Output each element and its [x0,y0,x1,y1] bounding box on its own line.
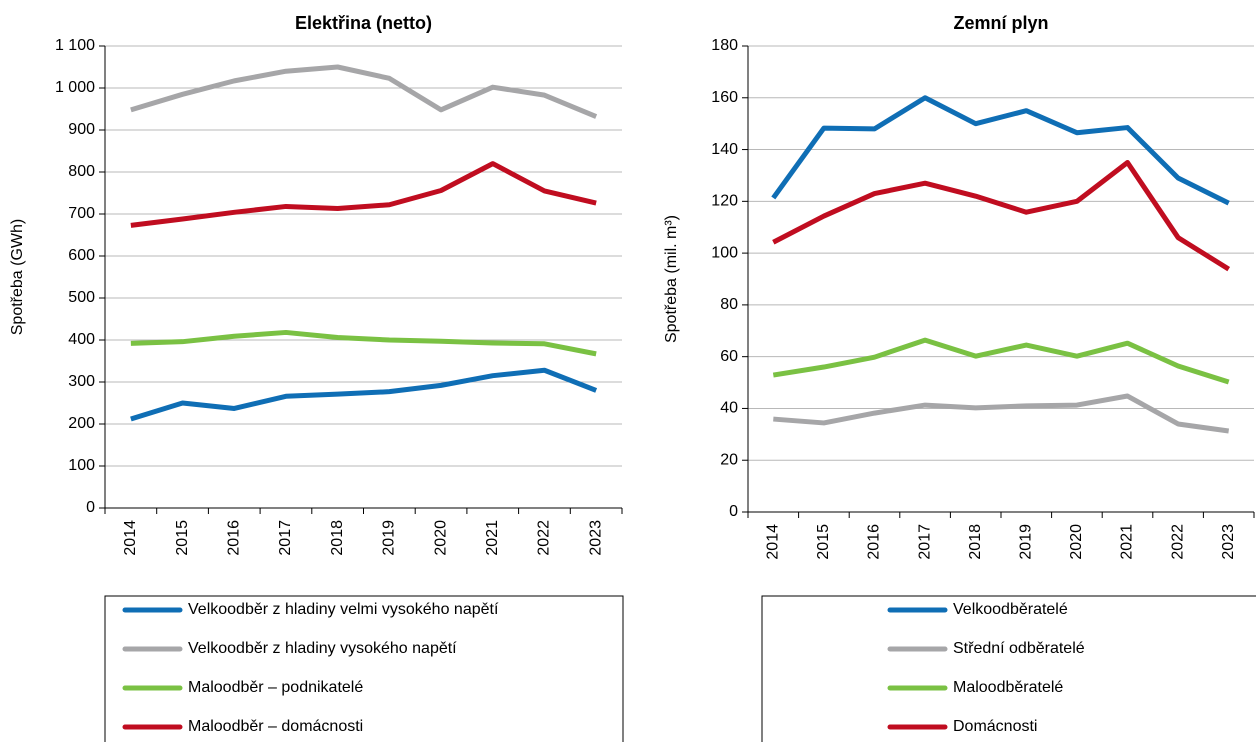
x-tick-label: 2022 [536,520,553,556]
y-tick-label: 600 [68,247,95,264]
y-tick-label: 800 [68,163,95,180]
series-line [130,329,597,357]
y-tick-label: 80 [720,296,738,313]
x-tick-label: 2015 [815,524,832,560]
legend-label: Maloodběr – domácnosti [188,718,363,735]
x-tick-label: 2021 [1119,524,1136,560]
x-tick-label: 2019 [381,520,398,556]
legend-label: Velkoodběr z hladiny velmi vysokého napě… [188,601,499,618]
x-tick-label: 2018 [329,520,346,556]
y-tick-label: 0 [729,503,738,520]
series-line [772,337,1230,385]
y-tick-label: 60 [720,348,738,365]
x-tick-label: 2017 [916,524,933,560]
x-tick-label: 2022 [1169,524,1186,560]
series-line [130,367,598,422]
x-tick-label: 2016 [225,520,242,556]
legend-label: Maloodběr – podnikatelé [188,679,363,696]
x-tick-label: 2016 [866,524,883,560]
y-axis-label: Spotřeba (GWh) [9,219,26,335]
x-tick-label: 2020 [432,520,449,556]
x-tick-label: 2014 [122,520,139,556]
x-tick-label: 2023 [1220,524,1237,560]
x-tick-label: 2018 [967,524,984,560]
y-tick-label: 200 [68,415,95,432]
chart-title: Zemní plyn [953,13,1048,33]
legend-label: Velkoodběratelé [953,601,1068,618]
y-tick-label: 1 100 [55,37,95,54]
x-tick-label: 2019 [1018,524,1035,560]
y-tick-label: 120 [711,193,738,210]
y-tick-label: 100 [711,244,738,261]
legend-label: Velkoodběr z hladiny vysokého napětí [188,640,457,657]
y-tick-label: 300 [68,373,95,390]
x-tick-label: 2023 [587,520,604,556]
y-tick-label: 400 [68,331,95,348]
y-tick-label: 140 [711,141,738,158]
series-line [130,64,598,119]
x-tick-label: 2021 [484,520,501,556]
x-tick-label: 2014 [765,524,782,560]
legend-label: Střední odběratelé [953,640,1085,657]
x-tick-label: 2017 [277,520,294,556]
legend-label: Domácnosti [953,718,1037,735]
legend-label: Maloodběratelé [953,679,1063,696]
y-axis-label: Spotřeba (mil. m³) [663,215,680,343]
legend-box [104,595,624,742]
y-tick-label: 160 [711,89,738,106]
y-tick-label: 180 [711,37,738,54]
y-tick-label: 500 [68,289,95,306]
series-line [130,161,597,228]
y-tick-label: 0 [86,499,95,516]
chart-title: Elektřina (netto) [295,13,432,33]
y-tick-label: 900 [68,121,95,138]
y-tick-label: 1 000 [55,79,95,96]
series-line [771,95,1230,206]
y-tick-label: 700 [68,205,95,222]
series-line [773,393,1230,434]
x-tick-label: 2015 [174,520,191,556]
legend-box [761,595,1256,742]
y-tick-label: 20 [720,451,738,468]
y-tick-label: 40 [720,400,738,417]
series-line [772,160,1231,272]
x-tick-label: 2020 [1068,524,1085,560]
y-tick-label: 100 [68,457,95,474]
